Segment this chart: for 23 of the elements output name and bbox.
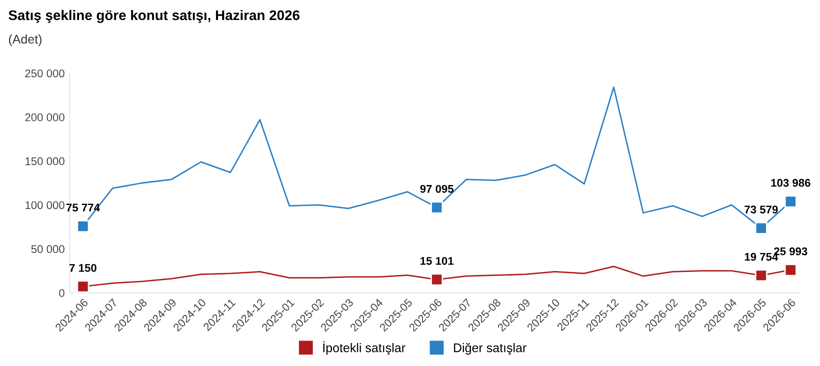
point: [76, 280, 90, 293]
y-tick-label: 50 000: [31, 245, 64, 254]
legend-label: İpotekli satışlar: [323, 341, 406, 355]
y-tick-label: 0: [59, 289, 64, 297]
point: [784, 195, 797, 208]
point: [754, 222, 768, 234]
legend-label: Diğer satışlar: [454, 342, 526, 355]
point: [430, 201, 444, 214]
y-tick-label: 100 000: [26, 201, 64, 210]
chart-title: Satış şekline göre konut satışı, Haziran 2026: [8, 10, 300, 23]
point: [754, 269, 768, 282]
data-label: 7 150: [70, 264, 96, 272]
y-tick-label: 200 000: [25, 113, 64, 122]
y-tick-label: 150 000: [26, 157, 64, 166]
data-label: 73 579: [744, 206, 778, 214]
data-label: 97 095: [420, 184, 454, 193]
data-label: 15 101: [420, 256, 454, 265]
point: [76, 220, 90, 232]
point: [430, 273, 444, 286]
y-tick-label: 250 000: [25, 69, 64, 78]
data-label: 103 986: [771, 178, 810, 187]
point: [784, 264, 797, 276]
chart-subtitle: (Adet): [8, 34, 42, 46]
